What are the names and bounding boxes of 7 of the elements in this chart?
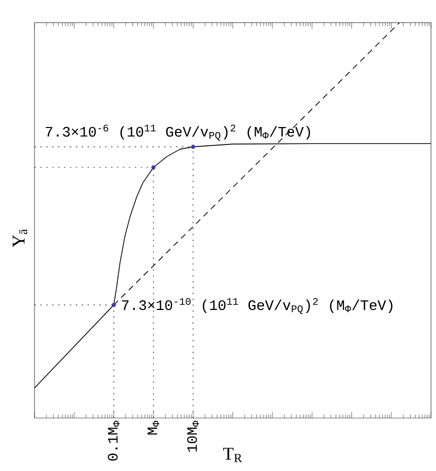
x-tick-label: 10M$_{Φ}$ — [187, 420, 200, 452]
y-axis-title: Y$_{ā}$ — [12, 229, 28, 248]
x-axis-title: T$_{R}$ — [223, 448, 242, 462]
text: 7.3×10$^{-6}$ (10$^{11}$ GeV/v$_{PQ}$)$^{2}$ (M$_{Φ}$/TeV) — [46, 124, 310, 141]
text: 7.3×10$^{-10}$ (10$^{11}$ GeV/v$_{PQ}$)$^{2}$ (M$_{Φ}$/TeV) — [122, 298, 392, 314]
x-tick-label: M$_{Φ}$ — [148, 420, 160, 435]
x-tick-label: 0.1M$_{Φ}$ — [108, 420, 120, 461]
